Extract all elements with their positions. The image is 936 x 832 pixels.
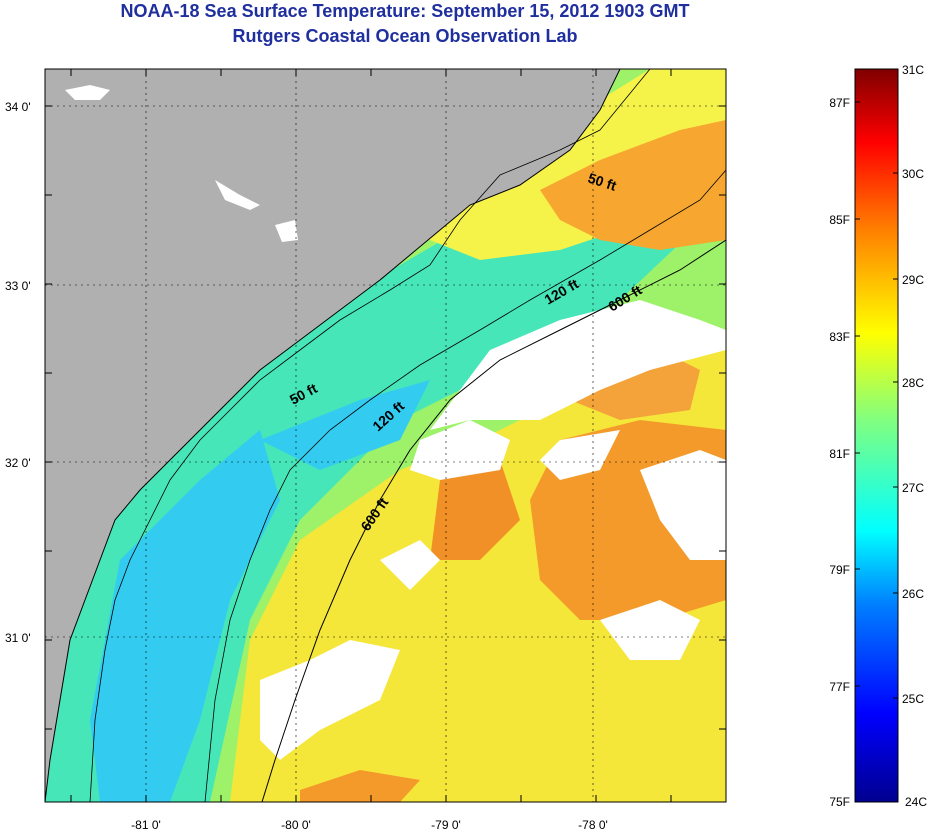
cb-label-28c: 28C	[902, 376, 924, 390]
inland-water-1	[65, 85, 110, 100]
cool-patch-2	[260, 380, 430, 470]
cb-label-77f: 77F	[829, 680, 850, 694]
colorbar	[854, 68, 899, 803]
lon-label-80: -80 0'	[281, 818, 311, 832]
cb-label-75f: 75F	[829, 795, 850, 809]
cb-label-83f: 83F	[829, 330, 850, 344]
cb-label-27c: 27C	[902, 481, 924, 495]
cloud-7	[380, 540, 440, 590]
map-layers	[45, 69, 726, 802]
orange-patch-5	[300, 770, 420, 802]
lon-label-79: -79 0'	[431, 818, 461, 832]
inland-water-3	[275, 220, 298, 242]
map-frame	[44, 68, 727, 803]
lat-label-31: 31 0'	[5, 631, 31, 645]
orange-patch-1	[540, 120, 726, 250]
cloud-5	[260, 640, 400, 760]
isobath-50ft	[89, 69, 651, 802]
lat-label-33: 33 0'	[5, 279, 31, 293]
coastline	[45, 69, 621, 802]
cloud-3	[540, 430, 620, 480]
cb-label-25c: 25C	[902, 692, 924, 706]
cb-label-29c: 29C	[902, 273, 924, 287]
cb-label-79f: 79F	[829, 563, 850, 577]
map-title: NOAA-18 Sea Surface Temperature: Septemb…	[120, 1, 690, 21]
orange-patch-3	[430, 460, 520, 560]
map-ticks	[45, 69, 726, 802]
cb-label-87f: 87F	[829, 96, 850, 110]
lon-label-78: -78 0'	[578, 818, 608, 832]
cb-label-30c: 30C	[902, 167, 924, 181]
map-subtitle: Rutgers Coastal Ocean Observation Lab	[232, 26, 578, 46]
cb-label-31c: 31C	[902, 63, 924, 77]
grid-lines	[45, 69, 726, 802]
cb-label-81f: 81F	[829, 447, 850, 461]
lat-labels: 34 0' 33 0' 32 0' 31 0'	[5, 100, 31, 645]
colorbar-celsius-labels: 31C 30C 29C 28C 27C 26C 25C 24C	[902, 63, 927, 809]
colorbar-ticks	[855, 68, 898, 803]
lon-label-81: -81 0'	[131, 818, 161, 832]
land	[45, 69, 620, 802]
lon-labels: -81 0' -80 0' -79 0' -78 0'	[131, 818, 608, 832]
cb-label-85f: 85F	[829, 213, 850, 227]
isobath-600ft	[261, 239, 726, 802]
lat-label-34: 34 0'	[5, 100, 31, 114]
cb-label-26c: 26C	[902, 587, 924, 601]
cool-patch-1	[90, 430, 280, 802]
cloud-1	[430, 300, 726, 430]
cloud-2	[410, 420, 510, 480]
lat-label-32: 32 0'	[5, 456, 31, 470]
isobath-120ft	[204, 169, 726, 802]
cloud-4	[640, 450, 726, 560]
cloud-6	[600, 600, 700, 660]
colorbar-fahrenheit-labels: 87F 85F 83F 81F 79F 77F 75F	[829, 96, 850, 809]
cb-label-24c: 24C	[905, 795, 927, 809]
inland-water-2	[215, 180, 260, 210]
